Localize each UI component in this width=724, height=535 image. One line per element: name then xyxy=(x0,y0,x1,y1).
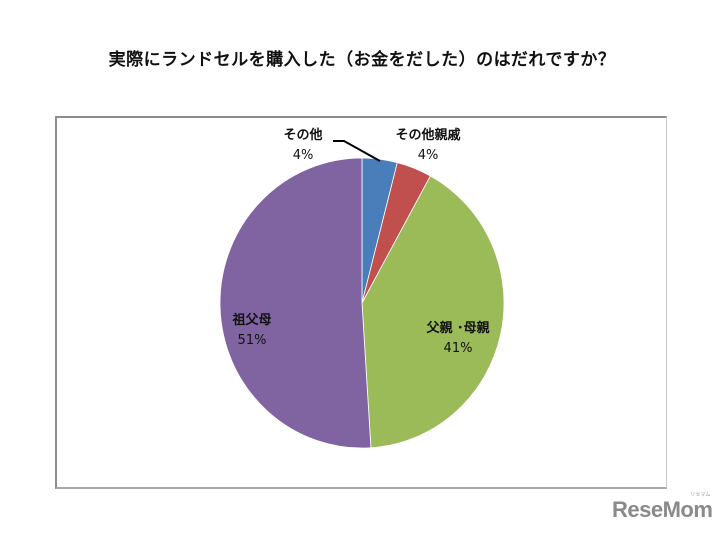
label-other: その他 4% xyxy=(268,126,338,166)
chart-title: 実際にランドセルを購入した（お金をだした）のはだれですか？ xyxy=(108,50,616,70)
leader-line xyxy=(333,140,381,162)
logo-text: ReseMom xyxy=(612,497,713,522)
label-grandparents-pct: 51% xyxy=(237,333,267,348)
label-other-name: その他 xyxy=(283,128,323,143)
label-grandparents-name: 祖父母 xyxy=(232,313,272,328)
label-other-pct: 4% xyxy=(292,148,314,163)
label-relatives-pct: 4% xyxy=(417,148,439,163)
label-relatives-name: その他親戚 xyxy=(395,128,461,143)
pie-slice xyxy=(219,157,372,449)
logo-ruby: リセマム xyxy=(690,492,711,498)
chart-frame xyxy=(55,116,667,489)
label-parents-name: 父親 ･母親 xyxy=(426,321,490,336)
label-relatives: その他親戚 4% xyxy=(378,126,478,166)
pie-slice xyxy=(361,175,505,449)
resemom-logo: ReseMom リセマム xyxy=(612,492,713,523)
label-parents-pct: 41% xyxy=(443,341,473,356)
label-grandparents: 祖父母 51% xyxy=(212,311,292,351)
label-parents: 父親 ･母親 41% xyxy=(408,319,508,359)
